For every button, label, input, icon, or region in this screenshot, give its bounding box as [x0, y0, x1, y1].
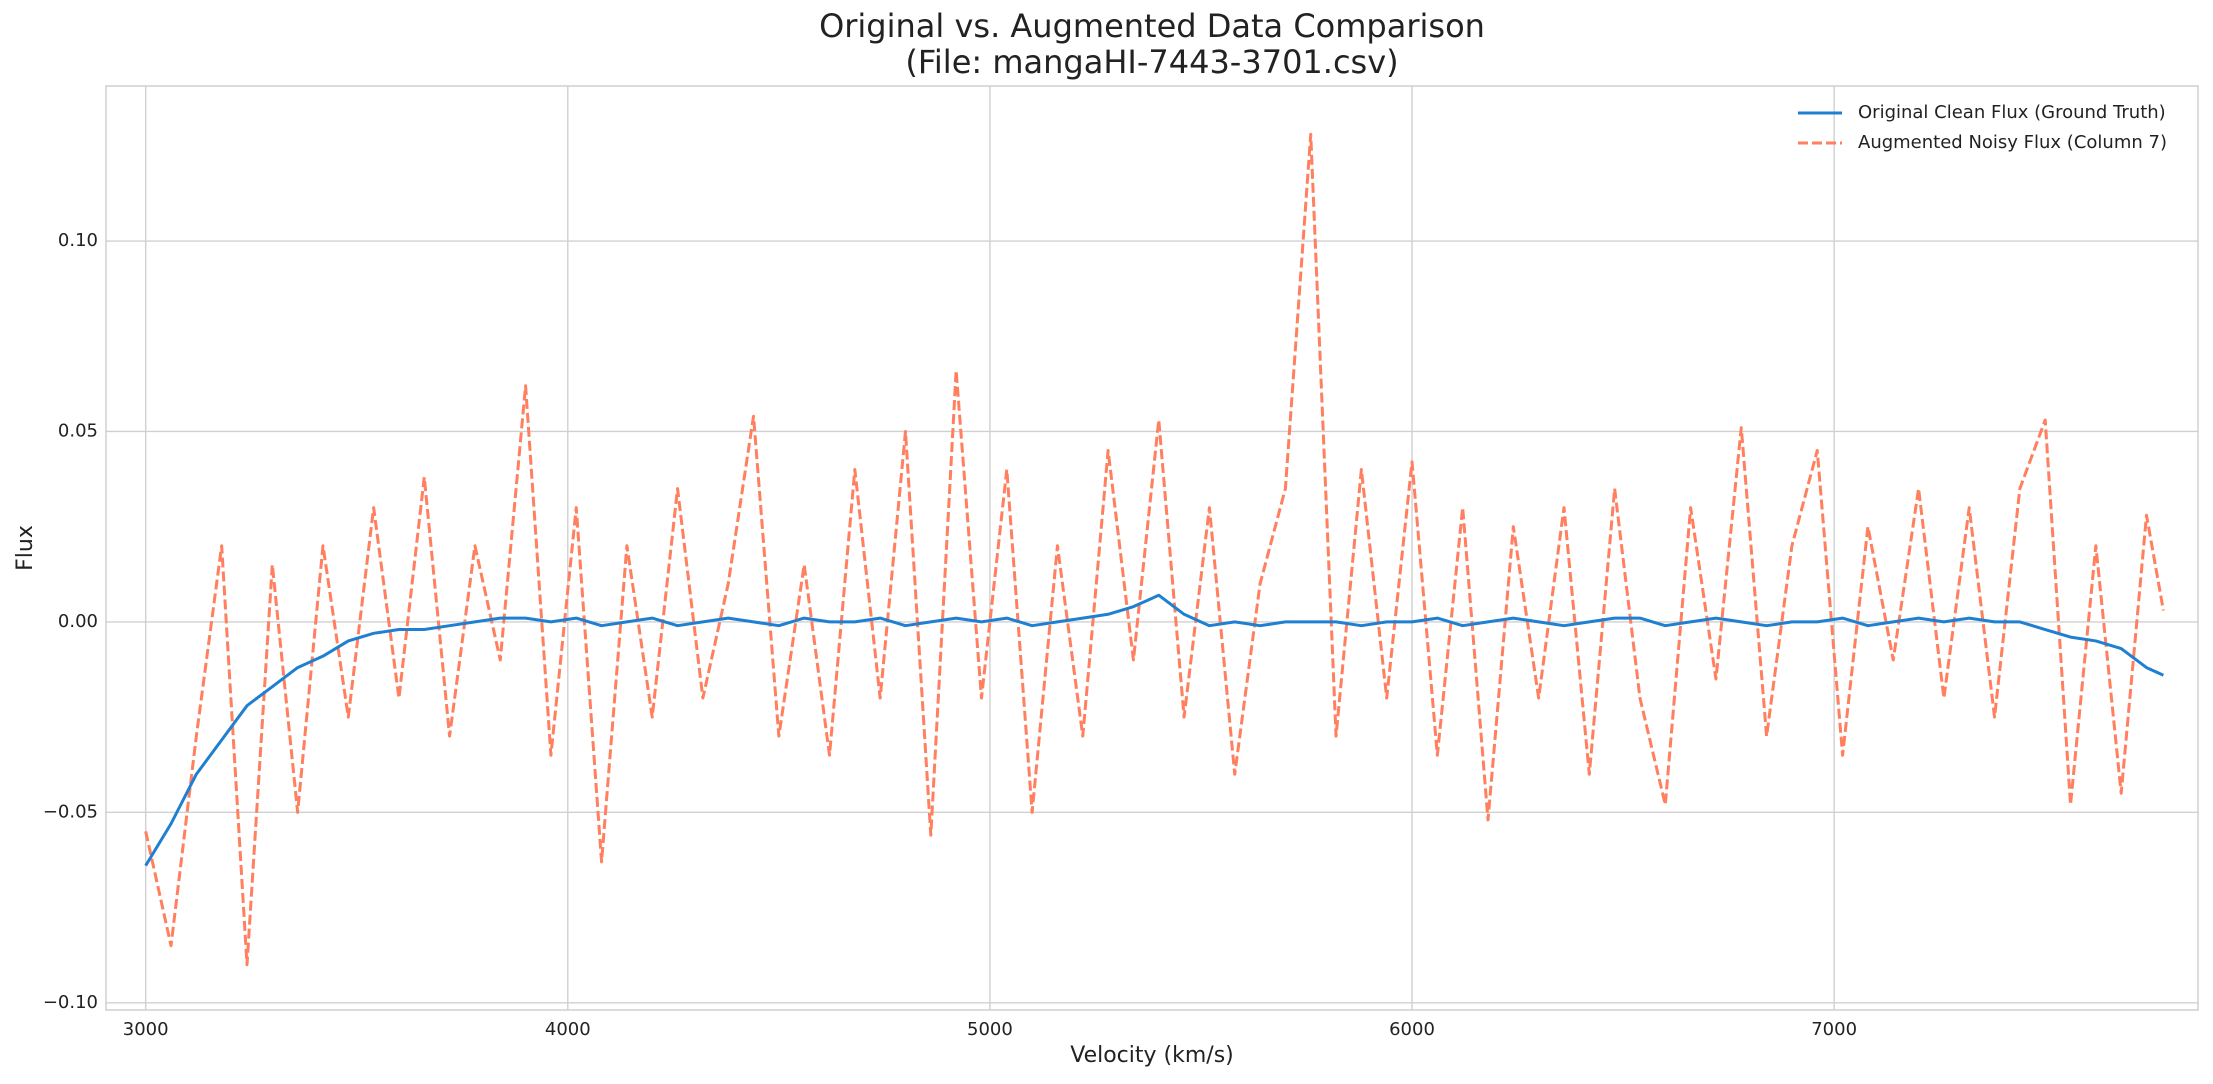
- legend-label: Original Clean Flux (Ground Truth): [1858, 102, 2166, 123]
- y-tick-label: −0.10: [43, 992, 98, 1013]
- x-tick-label: 3000: [123, 1019, 169, 1040]
- chart-subtitle: (File: mangaHI-7443-3701.csv): [905, 43, 1398, 81]
- y-tick-label: −0.05: [43, 801, 98, 822]
- x-tick-label: 4000: [545, 1019, 591, 1040]
- y-tick-label: 0.10: [58, 230, 98, 251]
- x-tick-label: 6000: [1389, 1019, 1435, 1040]
- series-line: [144, 593, 2165, 867]
- chart-title: Original vs. Augmented Data Comparison: [819, 7, 1485, 45]
- y-axis-label: Flux: [13, 525, 38, 571]
- series-line: [144, 132, 2165, 967]
- x-tick-label: 5000: [967, 1019, 1013, 1040]
- y-tick-label: 0.00: [58, 611, 98, 632]
- x-axis-label: Velocity (km/s): [1070, 1043, 1234, 1068]
- legend-label: Augmented Noisy Flux (Column 7): [1858, 132, 2167, 153]
- plot-frame: [105, 85, 2199, 1011]
- x-tick-label: 7000: [1811, 1019, 1857, 1040]
- y-tick-label: 0.05: [58, 420, 98, 441]
